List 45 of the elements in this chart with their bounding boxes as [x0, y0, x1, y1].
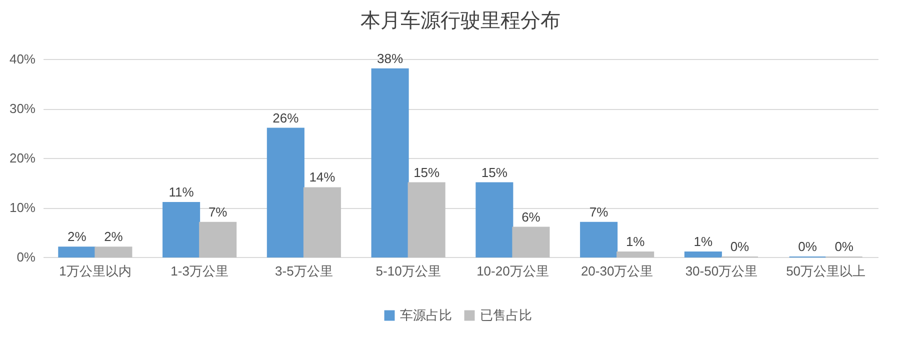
x-tick-label: 30-50万公里 — [685, 264, 758, 278]
x-tick-label: 10-20万公里 — [476, 264, 549, 278]
data-label: 2% — [68, 229, 87, 244]
legend-label: 已售占比 — [480, 308, 532, 323]
chart-title: 本月车源行驶里程分布 — [360, 10, 560, 32]
data-label: 0% — [798, 239, 818, 254]
bar — [408, 182, 446, 258]
x-tick-label: 3-5万公里 — [275, 264, 333, 278]
data-label: 15% — [481, 164, 508, 180]
data-label: 2% — [104, 229, 124, 244]
data-label: 7% — [589, 204, 609, 220]
bar — [684, 252, 722, 258]
bar — [266, 128, 304, 258]
y-tick-label: 10% — [9, 200, 36, 215]
data-label: 1% — [694, 234, 714, 250]
data-label: 0% — [834, 239, 854, 254]
bar — [476, 182, 514, 258]
bar — [94, 246, 132, 258]
data-label: 1% — [626, 234, 646, 250]
bar — [58, 246, 96, 258]
y-tick-label: 40% — [9, 52, 36, 66]
data-label: 6% — [522, 209, 541, 224]
x-tick-label: 5-10万公里 — [376, 264, 441, 278]
data-label: 26% — [272, 110, 300, 126]
bar — [580, 222, 618, 258]
data-label: 14% — [309, 170, 336, 185]
bar — [616, 252, 654, 258]
bar — [371, 68, 409, 258]
bar — [303, 187, 341, 258]
x-tick-label: 1万公里以内 — [59, 264, 132, 278]
y-tick-label: 0% — [16, 250, 36, 264]
data-label: 11% — [168, 184, 194, 200]
data-label: 38% — [377, 50, 404, 66]
x-tick-label: 50万公里以上 — [786, 264, 866, 278]
bar — [199, 222, 237, 258]
legend-label: 车源占比 — [400, 308, 452, 323]
x-tick-label: 1-3万公里 — [170, 264, 228, 278]
y-tick-label: 30% — [9, 101, 36, 116]
bar — [162, 202, 200, 258]
data-label: 0% — [730, 239, 750, 254]
data-label: 7% — [208, 204, 228, 220]
x-tick-label: 20-30万公里 — [580, 264, 654, 278]
data-label: 15% — [414, 164, 440, 180]
y-tick-label: 20% — [9, 150, 36, 166]
bar — [512, 226, 550, 258]
